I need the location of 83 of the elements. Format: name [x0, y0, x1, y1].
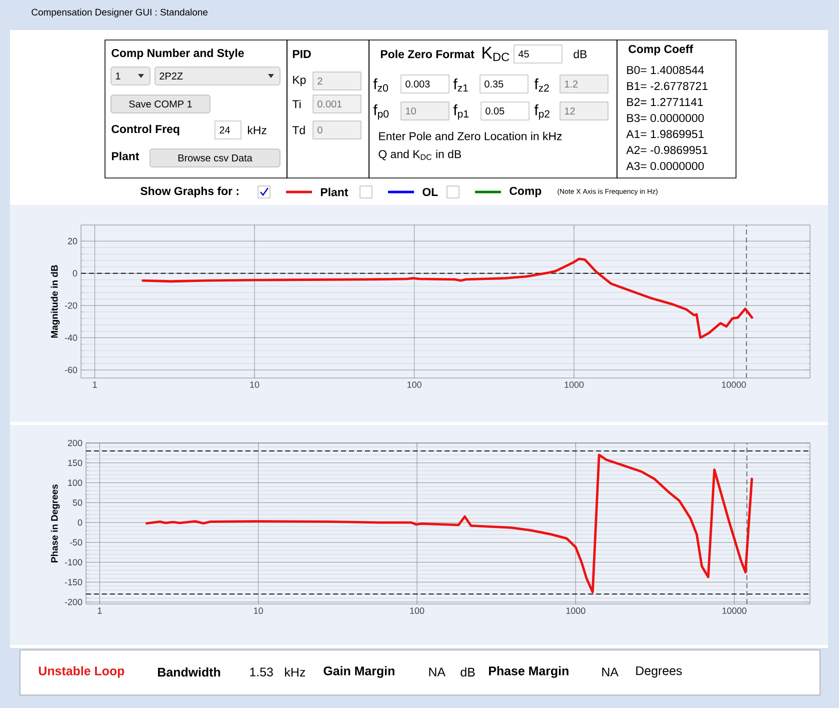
text: B3= 0.0000000	[627, 114, 704, 122]
text: Save COMP 1	[129, 100, 192, 108]
text: f$_{z1}$	[453, 78, 468, 92]
text: 0.05	[486, 107, 504, 115]
y-tick-label: 50	[72, 499, 82, 506]
text: f$_{z2}$	[534, 78, 549, 92]
y-tick-label: -200	[64, 598, 82, 606]
text: A2= -0.9869951	[626, 146, 708, 154]
legend-label: Comp	[510, 186, 542, 198]
legend-label: Plant	[320, 188, 348, 196]
y-tick-label: 0	[78, 519, 82, 526]
y-tick-label: 150	[68, 460, 82, 466]
x-tick-label: 10	[250, 382, 260, 388]
text: 1.53	[250, 668, 273, 676]
text: 45	[518, 50, 529, 58]
text: dB	[574, 50, 587, 58]
y-tick-label: -60	[64, 366, 78, 374]
text: A1= 1.9869951	[626, 130, 704, 138]
text: Compensation Designer GUI : Standalone	[32, 8, 208, 18]
text: B0= 1.4008544	[627, 66, 704, 74]
text: B1= -2.6778721	[627, 82, 708, 90]
text: Bandwidth	[158, 667, 220, 677]
y-tick-label: 20	[68, 238, 78, 244]
text: Enter Pole and Zero Location in kHz	[379, 132, 562, 140]
text: 0.003	[406, 80, 430, 88]
x-tick-label: 1000	[566, 608, 586, 614]
y-tick-label: 0	[72, 270, 78, 276]
text: Phase Margin	[489, 666, 568, 678]
x-tick-label: 10000	[722, 382, 746, 388]
text: Pole Zero Format	[380, 50, 474, 58]
text: 12	[564, 108, 575, 114]
x-tick-label: 1000	[564, 382, 584, 388]
text: Ti	[292, 100, 301, 108]
x-tick-label: 1	[92, 382, 97, 388]
text: 0.35	[484, 80, 504, 88]
x-tick-label: 10	[254, 608, 263, 614]
y-axis-title: Phase in Degrees	[50, 484, 60, 562]
y-tick-label: 200	[68, 440, 82, 446]
text: NA	[602, 668, 618, 676]
text: Browse csv Data	[178, 154, 252, 162]
text: Gain Margin	[324, 666, 394, 678]
y-tick-label: -100	[64, 559, 82, 566]
text: Td	[292, 126, 305, 134]
text: f$_{p0}$	[373, 104, 389, 120]
text: Plant	[112, 152, 140, 160]
text: 2P2Z	[160, 72, 183, 80]
x-tick-label: 100	[407, 382, 422, 388]
text: 2	[318, 78, 322, 84]
text: Control Freq	[112, 124, 180, 136]
text: K$_{DC}$	[482, 46, 510, 62]
y-tick-label: -150	[64, 578, 82, 586]
text: kHz	[285, 667, 306, 677]
text: f$_{z0}$	[373, 78, 388, 92]
y-tick-label: 100	[68, 480, 82, 486]
legend-label: OL	[422, 188, 438, 196]
text: Degrees	[636, 666, 682, 678]
text: f$_{p2}$	[534, 104, 550, 120]
y-axis-title: Magnitude in dB	[50, 265, 60, 338]
text: 1.2	[564, 80, 578, 88]
text: B2= 1.2771141	[627, 98, 703, 106]
text: kHz	[248, 126, 266, 134]
y-tick-label: -40	[64, 334, 78, 341]
text: Unstable Loop	[38, 666, 124, 678]
x-tick-label: 100	[410, 608, 424, 614]
text: f$_{p1}$	[453, 104, 468, 120]
text: Comp Number and Style	[112, 48, 244, 60]
text: Comp Coeff	[628, 44, 694, 56]
text: PID	[292, 50, 311, 58]
y-tick-label: -50	[70, 539, 82, 546]
text: dB	[460, 667, 475, 677]
text: 1	[116, 72, 120, 80]
text: NA	[429, 668, 446, 676]
text: 10	[406, 107, 416, 115]
text: Show Graphs for :	[140, 186, 238, 198]
text: Q and K$_{DC}$ in dB	[378, 150, 461, 160]
y-tick-label: -20	[64, 302, 78, 309]
x-tick-label: 10000	[722, 608, 746, 614]
text: 0.001	[318, 100, 342, 108]
text: Kp	[293, 76, 306, 86]
text: 24	[220, 126, 230, 134]
text: A3= 0.0000000	[626, 162, 704, 170]
text: 0	[318, 126, 322, 134]
x-tick-label: 1	[98, 608, 102, 614]
